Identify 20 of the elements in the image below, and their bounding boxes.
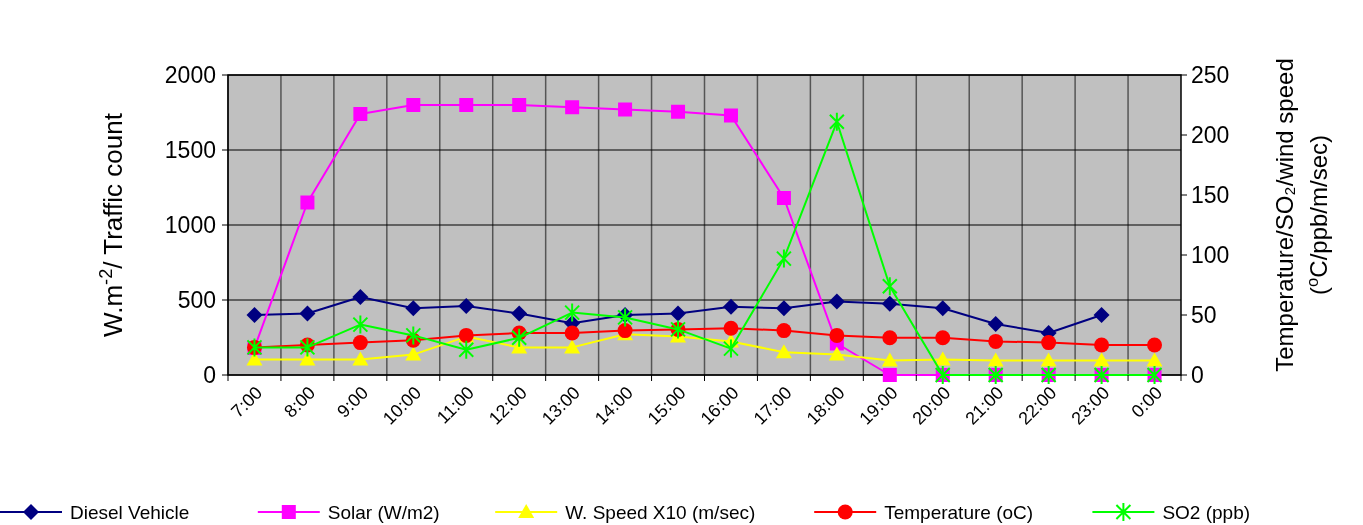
y-tick-label: 1500 (164, 137, 216, 163)
x-tick-label: 9:00 (333, 382, 373, 422)
y-tick-label: 1000 (164, 212, 216, 238)
y2-tick-label: 150 (1191, 182, 1230, 208)
y-tick-label: 2000 (164, 62, 216, 88)
x-tick-label: 8:00 (280, 382, 320, 422)
y2-tick-label: 200 (1191, 122, 1230, 148)
legend-label: SO2 (ppb) (1162, 502, 1251, 523)
y-tick-label: 0 (203, 362, 216, 388)
x-tick-label: 0:00 (1127, 382, 1167, 422)
x-tick-label: 7:00 (227, 382, 267, 422)
legend-label: W. Speed X10 (m/sec) (565, 502, 756, 523)
y2-tick-label: 50 (1191, 302, 1217, 328)
y2-tick-label: 250 (1191, 62, 1230, 88)
y-tick-label: 500 (177, 287, 216, 313)
legend-label: Temperature (oC) (884, 502, 1034, 523)
y2-tick-label: 0 (1191, 362, 1204, 388)
legend-label: Solar (W/m2) (327, 502, 440, 523)
y2-tick-label: 100 (1191, 242, 1230, 268)
legend-label: Diesel Vehicle (70, 502, 190, 523)
